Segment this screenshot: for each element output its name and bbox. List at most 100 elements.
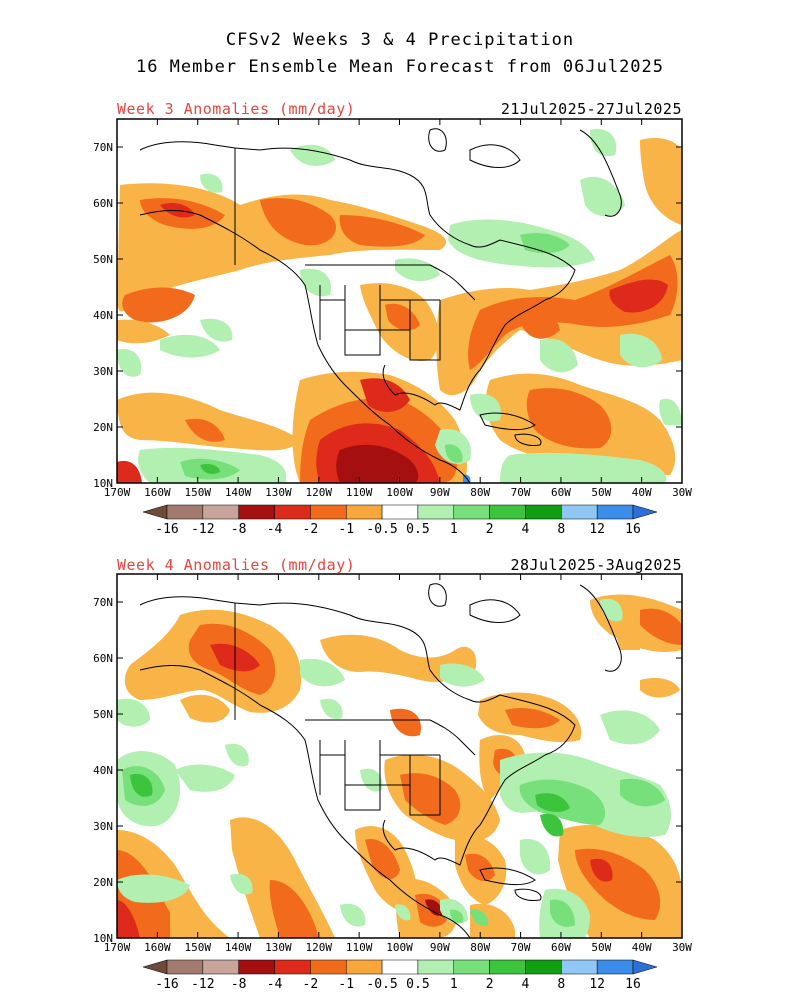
colorbar-segment	[489, 959, 526, 975]
colorbar-label: 4	[522, 522, 530, 537]
lat-tick-label: 70N	[93, 596, 113, 609]
colorbar-label: -1	[338, 977, 354, 992]
lat-tick-label: 40N	[93, 764, 113, 777]
lon-tick-label: 120W	[306, 486, 333, 499]
week4-coastlines	[139, 583, 622, 938]
colorbar-label: 16	[625, 522, 641, 537]
colorbar-segment	[417, 504, 455, 520]
colorbar-segment	[381, 504, 419, 520]
week4-label: Week 4 Anomalies (mm/day)	[117, 556, 356, 574]
colorbar-segment	[596, 959, 634, 975]
colorbar-label: 16	[625, 977, 641, 992]
colorbar-segment	[142, 959, 168, 975]
title-line-2: 16 Member Ensemble Mean Forecast from 06…	[135, 57, 665, 77]
colorbar-label: 1	[450, 977, 458, 992]
lat-tick-label: 50N	[93, 253, 113, 266]
colorbar-label: -12	[191, 977, 214, 992]
lat-tick-label: 20N	[93, 421, 113, 434]
lon-tick-label: 150W	[184, 941, 211, 954]
lat-tick-label: 60N	[93, 652, 113, 665]
colorbar-segment	[274, 959, 311, 975]
colorbar-label: 8	[557, 522, 565, 537]
colorbar-segment	[345, 959, 383, 975]
lat-tick-label: 10N	[93, 477, 113, 490]
colorbar-label: -12	[191, 522, 214, 537]
colorbar-segment	[381, 959, 419, 975]
lon-tick-label: 110W	[346, 941, 373, 954]
lon-tick-label: 130W	[265, 941, 292, 954]
week4-colorbar: -16 -12 -8 -4 -2 -1 -0.5 0.5 1 2 4 8 12 16	[142, 959, 658, 992]
lon-tick-label: 150W	[184, 486, 211, 499]
colorbar-segment	[417, 959, 455, 975]
lon-tick-label: 60W	[551, 486, 571, 499]
colorbar-label: 12	[589, 522, 605, 537]
colorbar-segment	[142, 504, 168, 520]
lon-tick-label: 80W	[470, 486, 490, 499]
lat-tick-label: 30N	[93, 820, 113, 833]
colorbar-label: 12	[589, 977, 605, 992]
colorbar-segment	[561, 504, 598, 520]
colorbar-label: 8	[557, 977, 565, 992]
colorbar-segment	[310, 959, 347, 975]
colorbar-segment	[202, 504, 239, 520]
colorbar-label: -2	[303, 522, 319, 537]
lon-tick-label: 80W	[470, 941, 490, 954]
colorbar-label: -8	[231, 977, 247, 992]
colorbar-label: -0.5	[366, 522, 397, 537]
colorbar-segment	[525, 959, 562, 975]
lon-tick-label: 90W	[430, 486, 450, 499]
colorbar-segment	[596, 504, 634, 520]
lon-tick-label: 160W	[144, 486, 171, 499]
colorbar-segment	[453, 504, 490, 520]
colorbar-label: 1	[450, 522, 458, 537]
lon-tick-label: 120W	[306, 941, 333, 954]
lon-tick-label: 140W	[225, 486, 252, 499]
colorbar-label: 2	[486, 522, 494, 537]
lon-tick-label: 130W	[265, 486, 292, 499]
lon-tick-label: 90W	[430, 941, 450, 954]
colorbar-segment	[525, 504, 562, 520]
colorbar-segment	[202, 959, 239, 975]
week3-anomaly-fields	[117, 129, 682, 483]
colorbar-segment	[453, 959, 490, 975]
lon-tick-label: 170W	[104, 486, 131, 499]
lon-tick-label: 30W	[672, 941, 692, 954]
colorbar-label: -0.5	[366, 977, 397, 992]
lat-tick-label: 20N	[93, 876, 113, 889]
colorbar-segment	[166, 504, 204, 520]
week3-label: Week 3 Anomalies (mm/day)	[117, 100, 356, 118]
lon-tick-label: 70W	[511, 486, 531, 499]
lat-tick-label: 40N	[93, 309, 113, 322]
colorbar-label: 0.5	[406, 977, 429, 992]
title-line-1: CFSv2 Weeks 3 & 4 Precipitation	[225, 30, 575, 50]
colorbar-segment	[238, 504, 275, 520]
lon-tick-label: 60W	[551, 941, 571, 954]
colorbar-label: -1	[338, 522, 354, 537]
lat-tick-label: 10N	[93, 932, 113, 945]
lat-tick-label: 70N	[93, 141, 113, 154]
colorbar-segment	[238, 959, 275, 975]
colorbar-segment	[489, 504, 526, 520]
colorbar-label: -16	[155, 977, 178, 992]
colorbar-label: 0.5	[406, 522, 429, 537]
lon-tick-label: 50W	[591, 941, 611, 954]
lat-tick-label: 30N	[93, 365, 113, 378]
lon-tick-label: 70W	[511, 941, 531, 954]
colorbar-segment	[561, 959, 598, 975]
colorbar-segment	[345, 504, 383, 520]
lat-tick-label: 50N	[93, 708, 113, 721]
lon-tick-label: 40W	[632, 486, 652, 499]
lon-tick-label: 100W	[386, 486, 413, 499]
week3-dates: 21Jul2025-27Jul2025	[500, 100, 682, 118]
week4-dates: 28Jul2025-3Aug2025	[510, 556, 682, 574]
colorbar-label: -16	[155, 522, 178, 537]
colorbar-label: 4	[522, 977, 530, 992]
colorbar-segment	[310, 504, 347, 520]
lon-tick-label: 50W	[591, 486, 611, 499]
lat-tick-label: 60N	[93, 197, 113, 210]
lon-tick-label: 170W	[104, 941, 131, 954]
